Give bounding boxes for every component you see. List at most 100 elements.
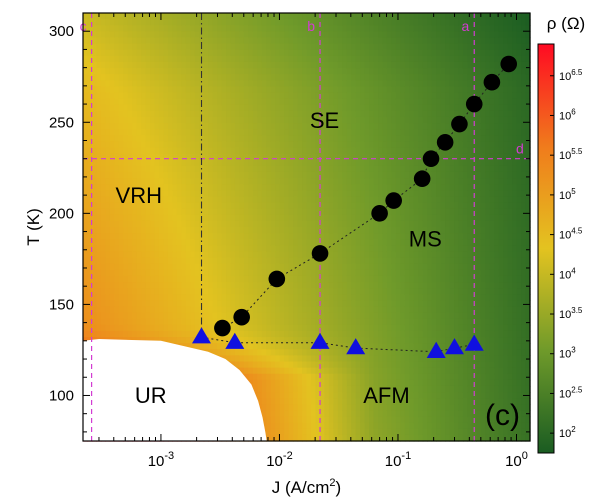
heatmap-cell [297, 275, 303, 283]
heatmap-cell [342, 318, 348, 326]
heatmap-cell [360, 49, 366, 57]
heatmap-cell [270, 337, 276, 344]
heatmap-cell [302, 68, 308, 75]
heatmap-cell [346, 80, 352, 87]
heatmap-cell [83, 312, 89, 320]
heatmap-cell [315, 404, 321, 412]
heatmap-cell [252, 257, 258, 265]
heatmap-cell [212, 61, 218, 69]
heatmap-cell [328, 159, 334, 167]
heatmap-cell [391, 171, 397, 179]
heatmap-cell [328, 19, 334, 26]
heatmap-cell [395, 55, 401, 63]
heatmap-cell [266, 306, 272, 314]
heatmap-cell [369, 86, 375, 94]
heatmap-cell [243, 104, 249, 112]
heatmap-cell [310, 318, 317, 326]
heatmap-cell [158, 300, 165, 308]
heatmap-cell [261, 410, 267, 418]
heatmap-cell [373, 337, 379, 344]
heatmap-cell [105, 202, 111, 210]
heatmap-cell [400, 86, 406, 94]
heatmap-cell [118, 25, 124, 32]
heatmap-cell [252, 116, 258, 124]
heatmap-cell [297, 355, 303, 363]
heatmap-cell [203, 80, 209, 87]
heatmap-cell [337, 74, 343, 81]
heatmap-cell [328, 379, 334, 387]
heatmap-cell [342, 324, 348, 332]
heatmap-cell [319, 373, 325, 381]
heatmap-cell [351, 367, 357, 375]
heatmap-cell [158, 190, 165, 198]
heatmap-cell [203, 171, 209, 179]
heatmap-cell [346, 147, 352, 155]
heatmap-cell [257, 43, 263, 51]
heatmap-cell [163, 98, 169, 106]
heatmap-cell [105, 282, 111, 289]
heatmap-cell [275, 263, 281, 271]
heatmap-cell [373, 398, 379, 405]
heatmap-cell [257, 129, 263, 136]
heatmap-cell [266, 239, 272, 246]
heatmap-cell [114, 104, 120, 112]
heatmap-cell [208, 92, 214, 100]
heatmap-cell [181, 43, 187, 51]
heatmap-cell [302, 343, 308, 350]
heatmap-cell [158, 141, 165, 149]
heatmap-cell [279, 385, 285, 393]
heatmap-cell [96, 165, 102, 173]
heatmap-cell [203, 251, 209, 259]
heatmap-cell [261, 245, 267, 253]
heatmap-cell [275, 43, 281, 51]
heatmap-cell [203, 110, 209, 118]
heatmap-cell [391, 343, 397, 350]
heatmap-cell [208, 123, 214, 130]
heatmap-cell [351, 269, 357, 277]
heatmap-cell [185, 74, 191, 81]
heatmap-cell [364, 159, 370, 167]
heatmap-cell [257, 31, 263, 39]
heatmap-cell [248, 196, 254, 204]
heatmap-cell [221, 68, 227, 75]
heatmap-cell [176, 190, 182, 198]
heatmap-cell [190, 31, 196, 39]
heatmap-cell [342, 404, 348, 412]
heatmap-cell [167, 116, 173, 124]
heatmap-cell [342, 147, 348, 155]
heatmap-cell [261, 165, 267, 173]
heatmap-cell [203, 343, 209, 350]
heatmap-cell [360, 422, 366, 430]
heatmap-cell [275, 80, 281, 87]
heatmap-cell [355, 220, 361, 228]
heatmap-cell [248, 300, 254, 308]
heatmap-cell [243, 68, 249, 75]
heatmap-cell [123, 147, 129, 155]
heatmap-cell [167, 269, 173, 277]
heatmap-cell [234, 239, 241, 246]
heatmap-cell [342, 37, 348, 45]
heatmap-cell [382, 239, 388, 246]
heatmap-cell [96, 275, 102, 283]
heatmap-cell [346, 269, 352, 277]
heatmap-cell [127, 135, 133, 142]
heatmap-cell [234, 220, 241, 228]
heatmap-cell [109, 135, 115, 142]
heatmap-cell [185, 269, 191, 277]
heatmap-cell [369, 251, 375, 259]
heatmap-cell [83, 239, 89, 246]
heatmap-cell [203, 68, 209, 75]
heatmap-cell [176, 227, 182, 234]
heatmap-cell [243, 361, 249, 369]
heatmap-cell [261, 373, 267, 381]
heatmap-cell [87, 239, 93, 246]
heatmap-cell [400, 31, 406, 39]
heatmap-cell [230, 61, 236, 69]
heatmap-cell [243, 55, 249, 63]
heatmap-cell [391, 349, 397, 356]
heatmap-cell [87, 282, 93, 289]
heatmap-cell [257, 233, 263, 240]
heatmap-cell [163, 202, 169, 210]
heatmap-cell [172, 184, 178, 191]
heatmap-cell [243, 202, 249, 210]
